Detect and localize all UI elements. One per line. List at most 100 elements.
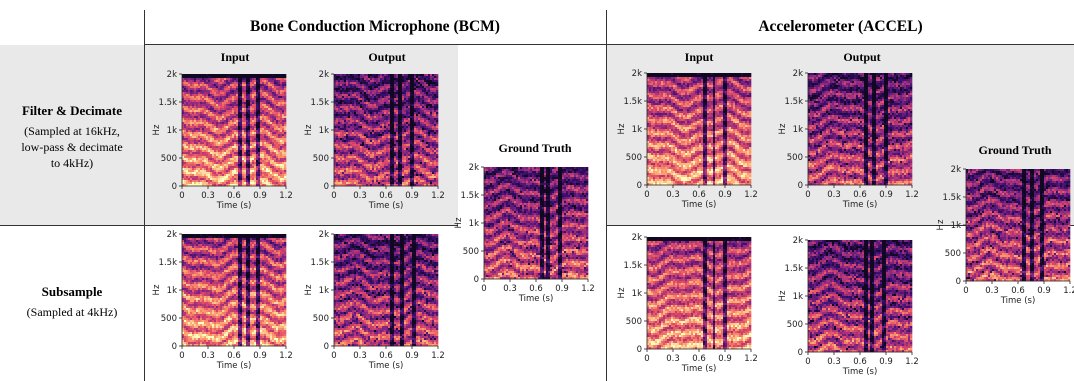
x-tick-label: 1.2 <box>431 191 445 201</box>
row-title: Filter & Decimate <box>0 103 144 119</box>
x-tick-label: 1.2 <box>581 284 595 294</box>
group-title-bcm: Bone Conduction Microphone (BCM) <box>144 18 606 36</box>
y-axis-title: Hz <box>936 219 946 230</box>
spectrogram-heatmap <box>334 74 439 187</box>
row-label-filter-decimate: Filter & Decimate (Sampled at 16kHz, low… <box>0 103 144 171</box>
x-tick-label: 0.3 <box>827 190 841 200</box>
y-tick-label: 0 <box>324 342 329 352</box>
x-tick-label: 1.2 <box>744 354 758 364</box>
y-axis-title: Hz <box>304 124 314 135</box>
y-tick-label: 2k <box>632 233 642 243</box>
spectrogram-heatmap <box>808 73 913 186</box>
row-subtitle: (Sampled at 16kHz, <box>0 123 144 139</box>
x-tick-label: 0 <box>179 351 184 361</box>
x-tick-label: 0.3 <box>985 286 999 296</box>
x-tick-label: 0.9 <box>718 354 732 364</box>
x-tick-label: 0 <box>805 357 810 367</box>
y-tick-label: 0 <box>474 275 479 285</box>
y-tick-label: 0 <box>324 182 329 192</box>
column-title-input: Input <box>647 50 751 65</box>
spectrogram-bcm-subsample-output: 0 0.3 0.6 0.9 1.2 0 500 1k 1.5k 2k Time (s) Hz <box>300 230 445 371</box>
x-tick-label: 0.9 <box>718 190 732 200</box>
y-tick-label: 500 <box>161 154 177 164</box>
x-tick-label: 1.2 <box>744 190 758 200</box>
x-tick-label: 1.2 <box>431 351 445 361</box>
x-axis-title: Time (s) <box>368 361 404 371</box>
x-axis-title: Time (s) <box>681 364 717 374</box>
x-axis-title: Time (s) <box>681 200 717 210</box>
group-title-accel: Accelerometer (ACCEL) <box>607 18 1074 36</box>
x-tick-label: 0.6 <box>692 354 706 364</box>
x-tick-label: 0.3 <box>353 191 367 201</box>
y-tick-label: 1k <box>951 221 961 231</box>
column-title-ground-truth: Ground Truth <box>955 143 1074 158</box>
y-tick-label: 0 <box>172 182 177 192</box>
x-axis-title: Time (s) <box>368 201 404 211</box>
x-tick-label: 0.9 <box>879 190 893 200</box>
x-tick-label: 0 <box>179 191 184 201</box>
y-tick-label: 0 <box>798 348 803 358</box>
y-tick-label: 0 <box>637 345 642 355</box>
y-tick-label: 1k <box>632 125 642 135</box>
row-rule <box>0 225 458 226</box>
spectrogram-svg: 0 0.3 0.6 0.9 1.2 0 500 1k 1.5k 2k Time (s) Hz <box>152 70 293 211</box>
y-tick-label: 1.5k <box>311 98 330 108</box>
y-axis-title: Hz <box>617 287 627 298</box>
y-tick-label: 1.5k <box>461 191 480 201</box>
x-tick-label: 1.2 <box>279 191 293 201</box>
spectrogram-accel-filter-input: 0 0.3 0.6 0.9 1.2 0 500 1k 1.5k 2k Time (s) Hz <box>613 69 758 210</box>
y-tick-label: 1.5k <box>159 258 178 268</box>
x-tick-label: 0.3 <box>503 284 517 294</box>
y-tick-label: 2k <box>793 69 803 79</box>
spectrogram-svg: 0 0.3 0.6 0.9 1.2 0 500 1k 1.5k 2k Time (s) Hz <box>304 230 445 371</box>
row-rule-accel <box>607 225 1074 226</box>
row-subtitle: (Sampled at 4kHz) <box>0 304 144 320</box>
spectrogram-svg: 0 0.3 0.6 0.9 1.2 0 500 1k 1.5k 2k Time (s) Hz <box>778 236 919 377</box>
y-tick-label: 0 <box>956 277 961 287</box>
y-tick-label: 2k <box>469 163 479 173</box>
y-tick-label: 1k <box>319 126 329 136</box>
x-axis-title: Time (s) <box>216 361 252 371</box>
row-title: Subsample <box>0 284 144 300</box>
spectrogram-heatmap <box>647 237 752 350</box>
y-tick-label: 1.5k <box>943 193 962 203</box>
spectrogram-svg: 0 0.3 0.6 0.9 1.2 0 500 1k 1.5k 2k Time (s) Hz <box>304 70 445 211</box>
y-tick-label: 0 <box>798 181 803 191</box>
column-title-output: Output <box>810 50 914 65</box>
spectrogram-accel-filter-output: 0 0.3 0.6 0.9 1.2 0 500 1k 1.5k 2k Time (s) Hz <box>774 69 919 210</box>
x-tick-label: 0.6 <box>227 351 241 361</box>
header-rule <box>144 44 1074 45</box>
spectrogram-heatmap <box>334 234 439 347</box>
y-tick-label: 1k <box>319 286 329 296</box>
y-tick-label: 2k <box>951 165 961 175</box>
y-tick-label: 500 <box>945 249 961 259</box>
row-label-subsample: Subsample (Sampled at 4kHz) <box>0 284 144 320</box>
y-tick-label: 2k <box>319 70 329 80</box>
spectrogram-svg: 0 0.3 0.6 0.9 1.2 0 500 1k 1.5k 2k Time (s) Hz <box>617 233 758 374</box>
y-tick-label: 500 <box>463 247 479 257</box>
spectrogram-bcm-filter-output: 0 0.3 0.6 0.9 1.2 0 500 1k 1.5k 2k Time (s) Hz <box>300 70 445 211</box>
divider-groups <box>606 10 607 381</box>
x-axis-title: Time (s) <box>842 200 878 210</box>
y-tick-label: 500 <box>161 314 177 324</box>
y-tick-label: 1.5k <box>785 264 804 274</box>
spectrogram-svg: 0 0.3 0.6 0.9 1.2 0 500 1k 1.5k 2k Time (s) Hz <box>152 230 293 371</box>
x-tick-label: 0.6 <box>692 190 706 200</box>
x-tick-label: 0.3 <box>666 190 680 200</box>
x-tick-label: 0 <box>963 286 968 296</box>
y-tick-label: 1.5k <box>624 261 643 271</box>
x-tick-label: 0.6 <box>529 284 543 294</box>
y-axis-title: Hz <box>454 217 464 228</box>
spectrogram-heatmap <box>182 74 287 187</box>
spectrogram-svg: 0 0.3 0.6 0.9 1.2 0 500 1k 1.5k 2k Time (s) Hz <box>617 69 758 210</box>
spectrogram-svg: 0 0.3 0.6 0.9 1.2 0 500 1k 1.5k 2k Time (s) Hz <box>936 165 1074 306</box>
y-tick-label: 1k <box>793 292 803 302</box>
y-axis-title: Hz <box>152 284 162 295</box>
y-axis-title: Hz <box>152 124 162 135</box>
x-axis-title: Time (s) <box>1000 296 1036 306</box>
y-tick-label: 500 <box>313 154 329 164</box>
x-tick-label: 0.9 <box>405 191 419 201</box>
row-subtitle: low-pass & decimate <box>0 139 144 155</box>
y-tick-label: 500 <box>626 317 642 327</box>
y-tick-label: 1k <box>167 286 177 296</box>
